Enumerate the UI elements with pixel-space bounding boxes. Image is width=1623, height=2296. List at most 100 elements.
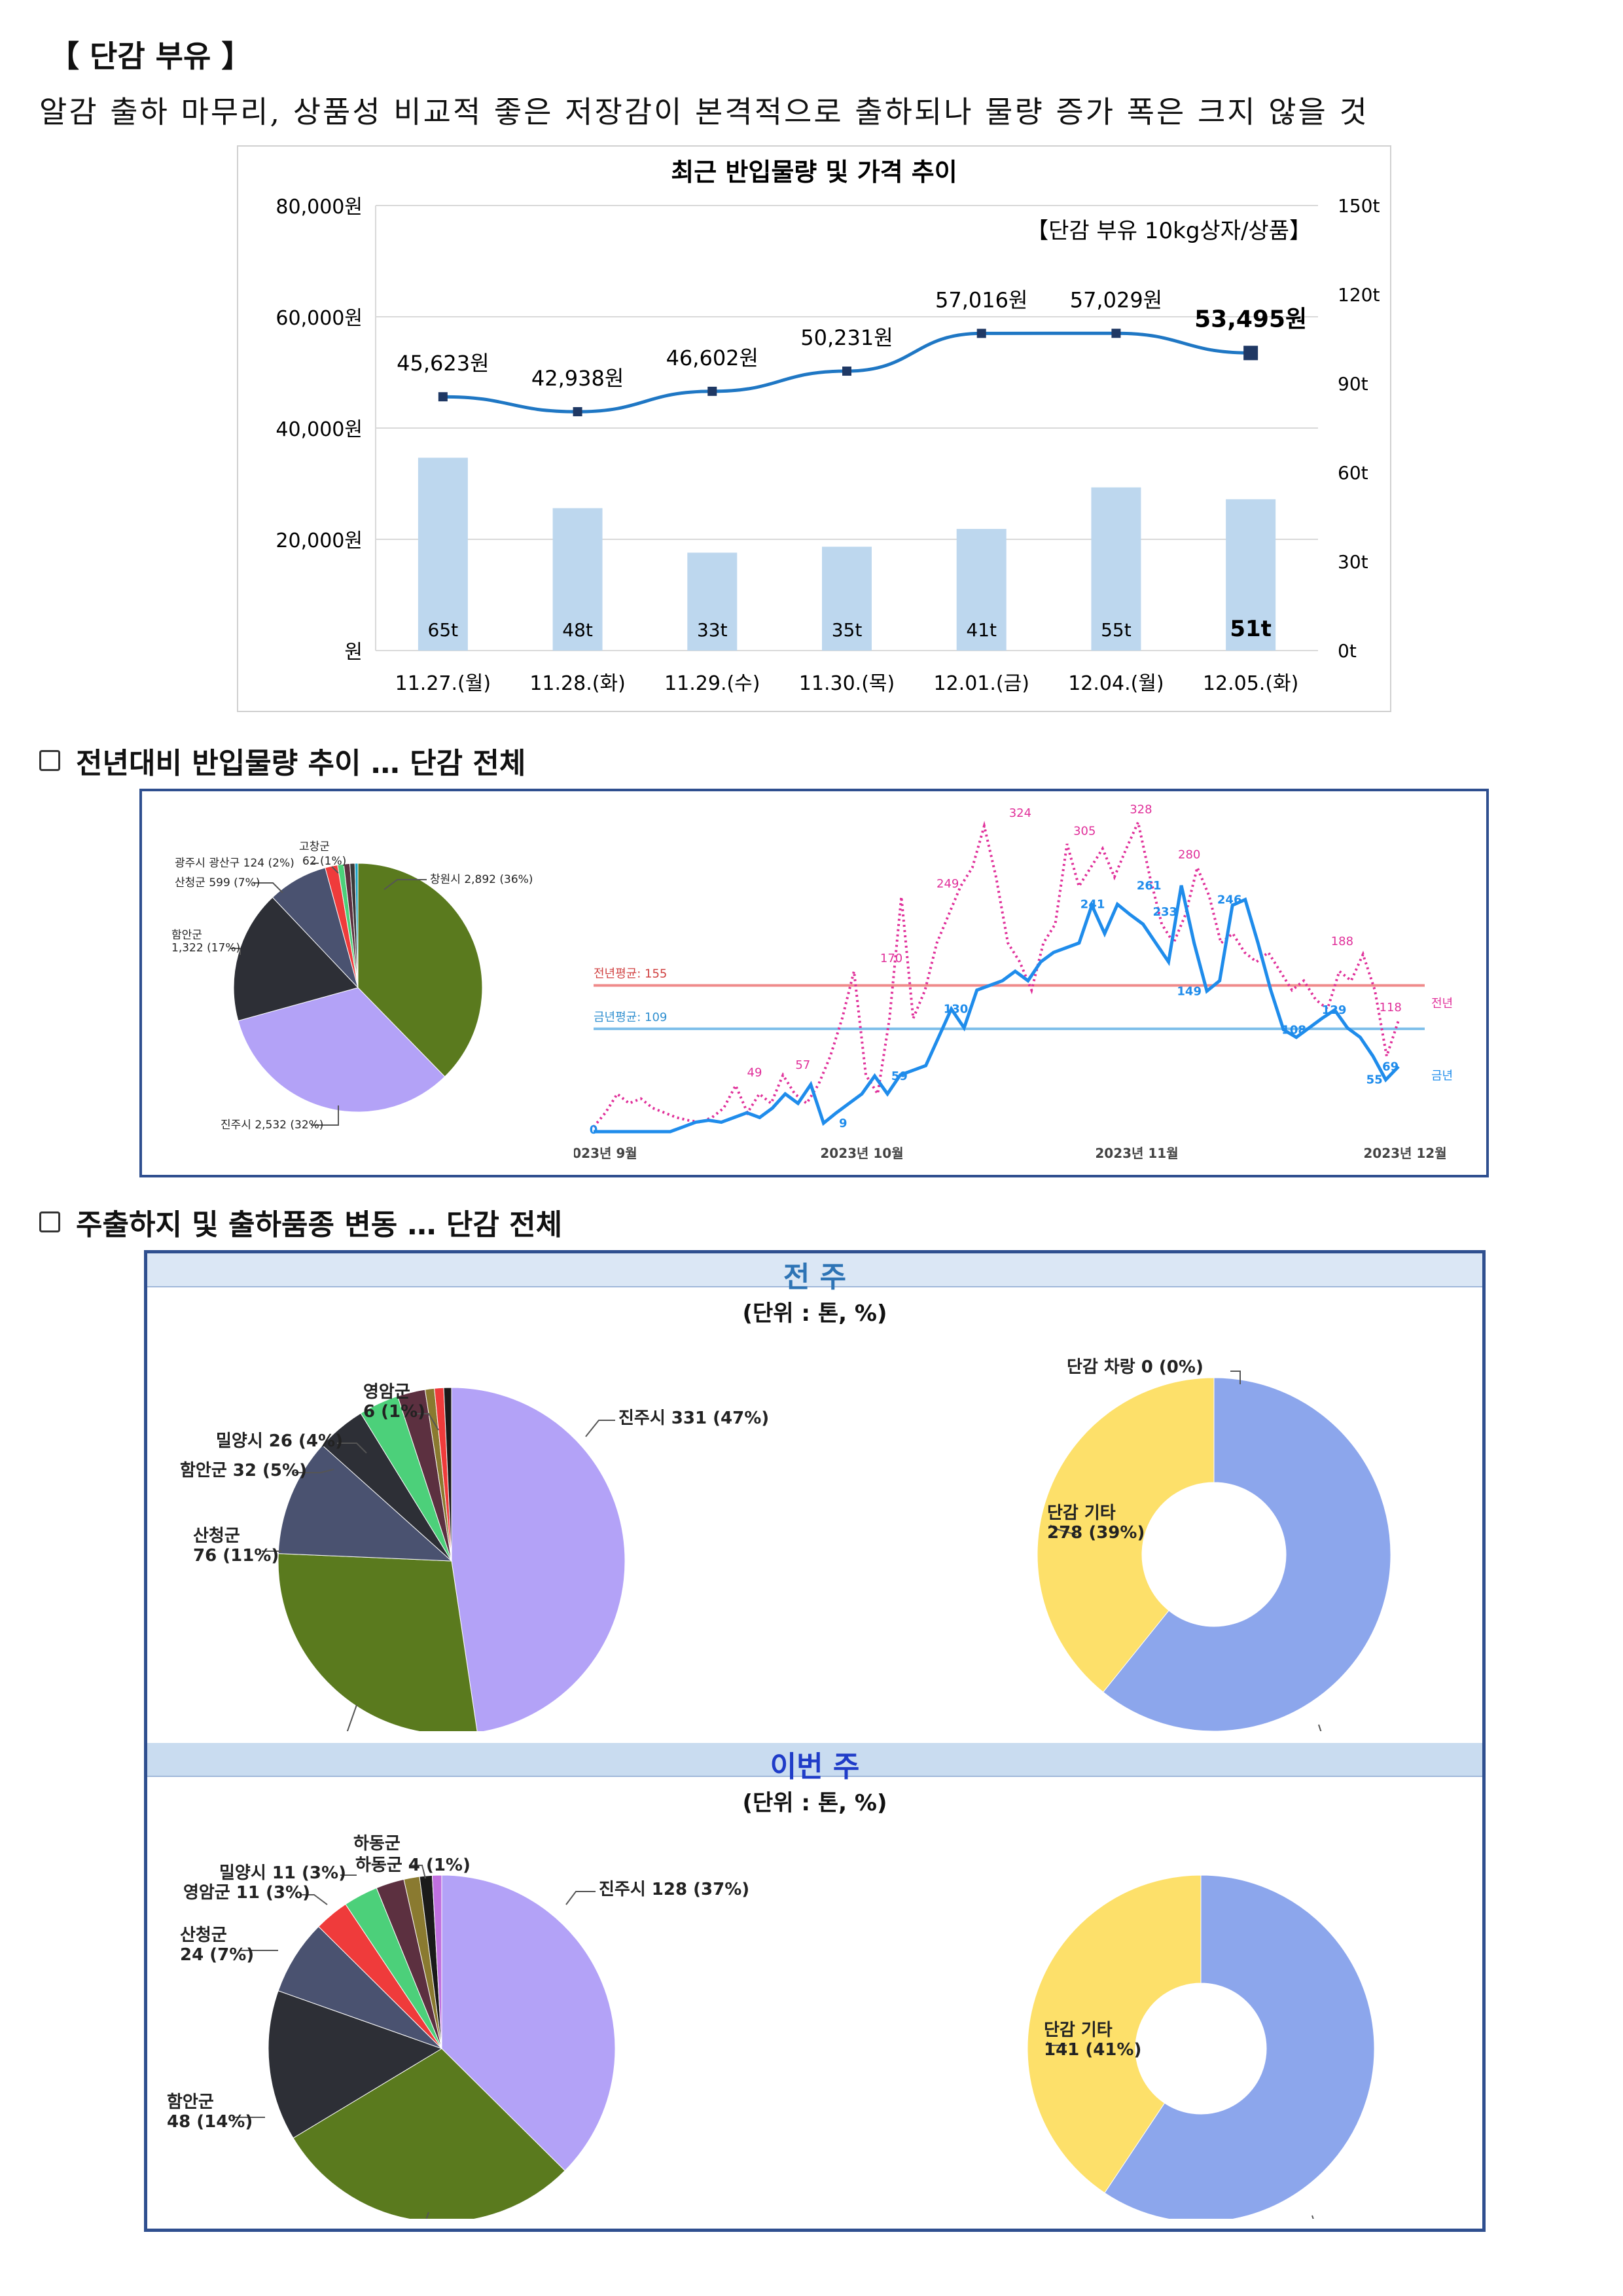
point-label: 57	[795, 1058, 810, 1072]
leader-line	[337, 1443, 367, 1454]
point-label: 249	[936, 877, 959, 891]
leader-line	[1311, 2215, 1314, 2219]
series-line	[594, 885, 1400, 1134]
price-marker	[438, 392, 448, 402]
pie-slice	[1104, 1874, 1375, 2219]
slice-label: 광주시 광산구 124 (2%)	[175, 857, 294, 870]
series-end-label: 금년	[1431, 1069, 1453, 1083]
leader-line	[409, 1865, 426, 1879]
pie-slice	[431, 1874, 442, 2049]
slice-label: 영암군 11 (3%)	[183, 1883, 310, 1903]
pie-slice	[293, 2048, 565, 2219]
volume-bar	[822, 547, 872, 651]
price-label: 46,602원	[666, 346, 758, 370]
point-label: 108	[1281, 1023, 1306, 1037]
slice-label: 24 (7%)	[180, 1945, 254, 1965]
point-label: 261	[1137, 879, 1162, 893]
slice-label: 하동군	[353, 1834, 401, 1854]
left-tick-label: 20,000원	[276, 529, 363, 552]
prev-week-unit: (단위 : 톤, %)	[742, 1300, 887, 1327]
point-label: 59	[891, 1069, 908, 1083]
leader-line	[311, 1105, 339, 1126]
category-label: 12.05.(화)	[1203, 672, 1298, 695]
leader-line	[294, 1469, 334, 1473]
category-label: 11.29.(수)	[664, 672, 760, 695]
pie-slice	[441, 1874, 616, 2172]
pie-slice	[1102, 1377, 1391, 1731]
point-label: 149	[1177, 984, 1202, 998]
section-title: 【 단감 부유 】	[49, 39, 252, 74]
slice-label: 창원시 2,892 (36%)	[430, 873, 533, 886]
leader-line	[253, 882, 283, 893]
left-tick-label: 80,000원	[276, 196, 363, 219]
category-label: 12.04.(월)	[1068, 672, 1164, 695]
slice-label: 62 (1%)	[302, 855, 346, 868]
slice-label: 고창군	[299, 840, 330, 853]
right-tick-label: 30t	[1338, 551, 1368, 573]
leader-line	[346, 1704, 357, 1731]
leader-line	[331, 866, 339, 874]
price-label: 50,231원	[800, 325, 893, 350]
x-tick-label: 2023년 10월	[820, 1145, 903, 1161]
leader-line	[565, 1891, 596, 1905]
right-tick-label: 90t	[1338, 373, 1368, 395]
section1-heading: 전년대비 반입물량 추이 … 단감 전체	[39, 740, 526, 781]
slice-label: 단감 기타	[1047, 1503, 1116, 1523]
x-tick-label: 2023년 12월	[1363, 1145, 1446, 1161]
category-label: 11.30.(목)	[799, 672, 895, 695]
point-label: 280	[1178, 848, 1200, 861]
point-label: 49	[747, 1066, 762, 1079]
leader-line	[1046, 2041, 1067, 2046]
slice-label: 6 (1%)	[363, 1402, 425, 1422]
right-tick-label: 120t	[1338, 284, 1380, 306]
right-tick-label: 0t	[1338, 640, 1357, 662]
this-week-band: 이번 주	[147, 1743, 1482, 1784]
section1-label: 전년대비 반입물량 추이 … 단감 전체	[76, 747, 526, 780]
volume-label: 33t	[697, 619, 728, 641]
volume-bar	[687, 552, 738, 651]
volume-label: 41t	[966, 619, 997, 641]
section2-heading: 주출하지 및 출하품종 변동 … 단감 전체	[39, 1201, 562, 1243]
pie-slice	[233, 897, 359, 1022]
slice-label: 진주시 128 (37%)	[599, 1880, 749, 1899]
slice-label: 산청군	[180, 1926, 227, 1945]
volume-label: 48t	[562, 619, 593, 641]
pie-slice	[268, 1990, 443, 2139]
point-label: 69	[1382, 1060, 1399, 1074]
slice-label: 진주시 2,532 (32%)	[221, 1119, 323, 1132]
section2-label: 주출하지 및 출하품종 변동 … 단감 전체	[76, 1208, 563, 1242]
point-label: 241	[1080, 898, 1105, 912]
leader-line	[383, 879, 427, 890]
point-label: 324	[1009, 806, 1031, 820]
slice-label: 278 (39%)	[1047, 1523, 1145, 1543]
volume-bar	[1226, 499, 1276, 651]
pie-slice	[451, 1387, 626, 1731]
pie-slice	[277, 1553, 478, 1731]
category-label: 11.27.(월)	[395, 672, 491, 695]
volume-bar	[418, 457, 468, 651]
pie-slice	[238, 987, 446, 1113]
right-tick-label: 60t	[1338, 462, 1368, 484]
pie-slice	[357, 863, 483, 1077]
price-label: 45,623원	[397, 351, 489, 376]
leader-line	[1230, 1371, 1241, 1384]
point-label: 55	[1366, 1073, 1383, 1087]
pie-slice	[354, 863, 359, 988]
leader-line	[416, 1413, 439, 1431]
pie-slice	[272, 867, 359, 988]
volume-bar	[552, 508, 603, 651]
slice-label: 진주시 331 (47%)	[618, 1408, 769, 1428]
category-label: 11.28.(화)	[529, 672, 625, 695]
volume-label: 55t	[1101, 619, 1132, 641]
point-label: 305	[1073, 824, 1096, 838]
reference-label: 전년평균: 155	[594, 967, 667, 981]
checkbox-icon	[39, 1211, 60, 1232]
price-volume-chart: 최근 반입물량 및 가격 추이 80,000원 60,000원 40,000원 20,0…	[276, 158, 1380, 695]
section2-frame: 전 주 (단위 : 톤, %) 진주시 331 (47%)창원시 195 (28…	[144, 1250, 1486, 2232]
slice-label: 단감 기타	[1044, 2020, 1113, 2040]
